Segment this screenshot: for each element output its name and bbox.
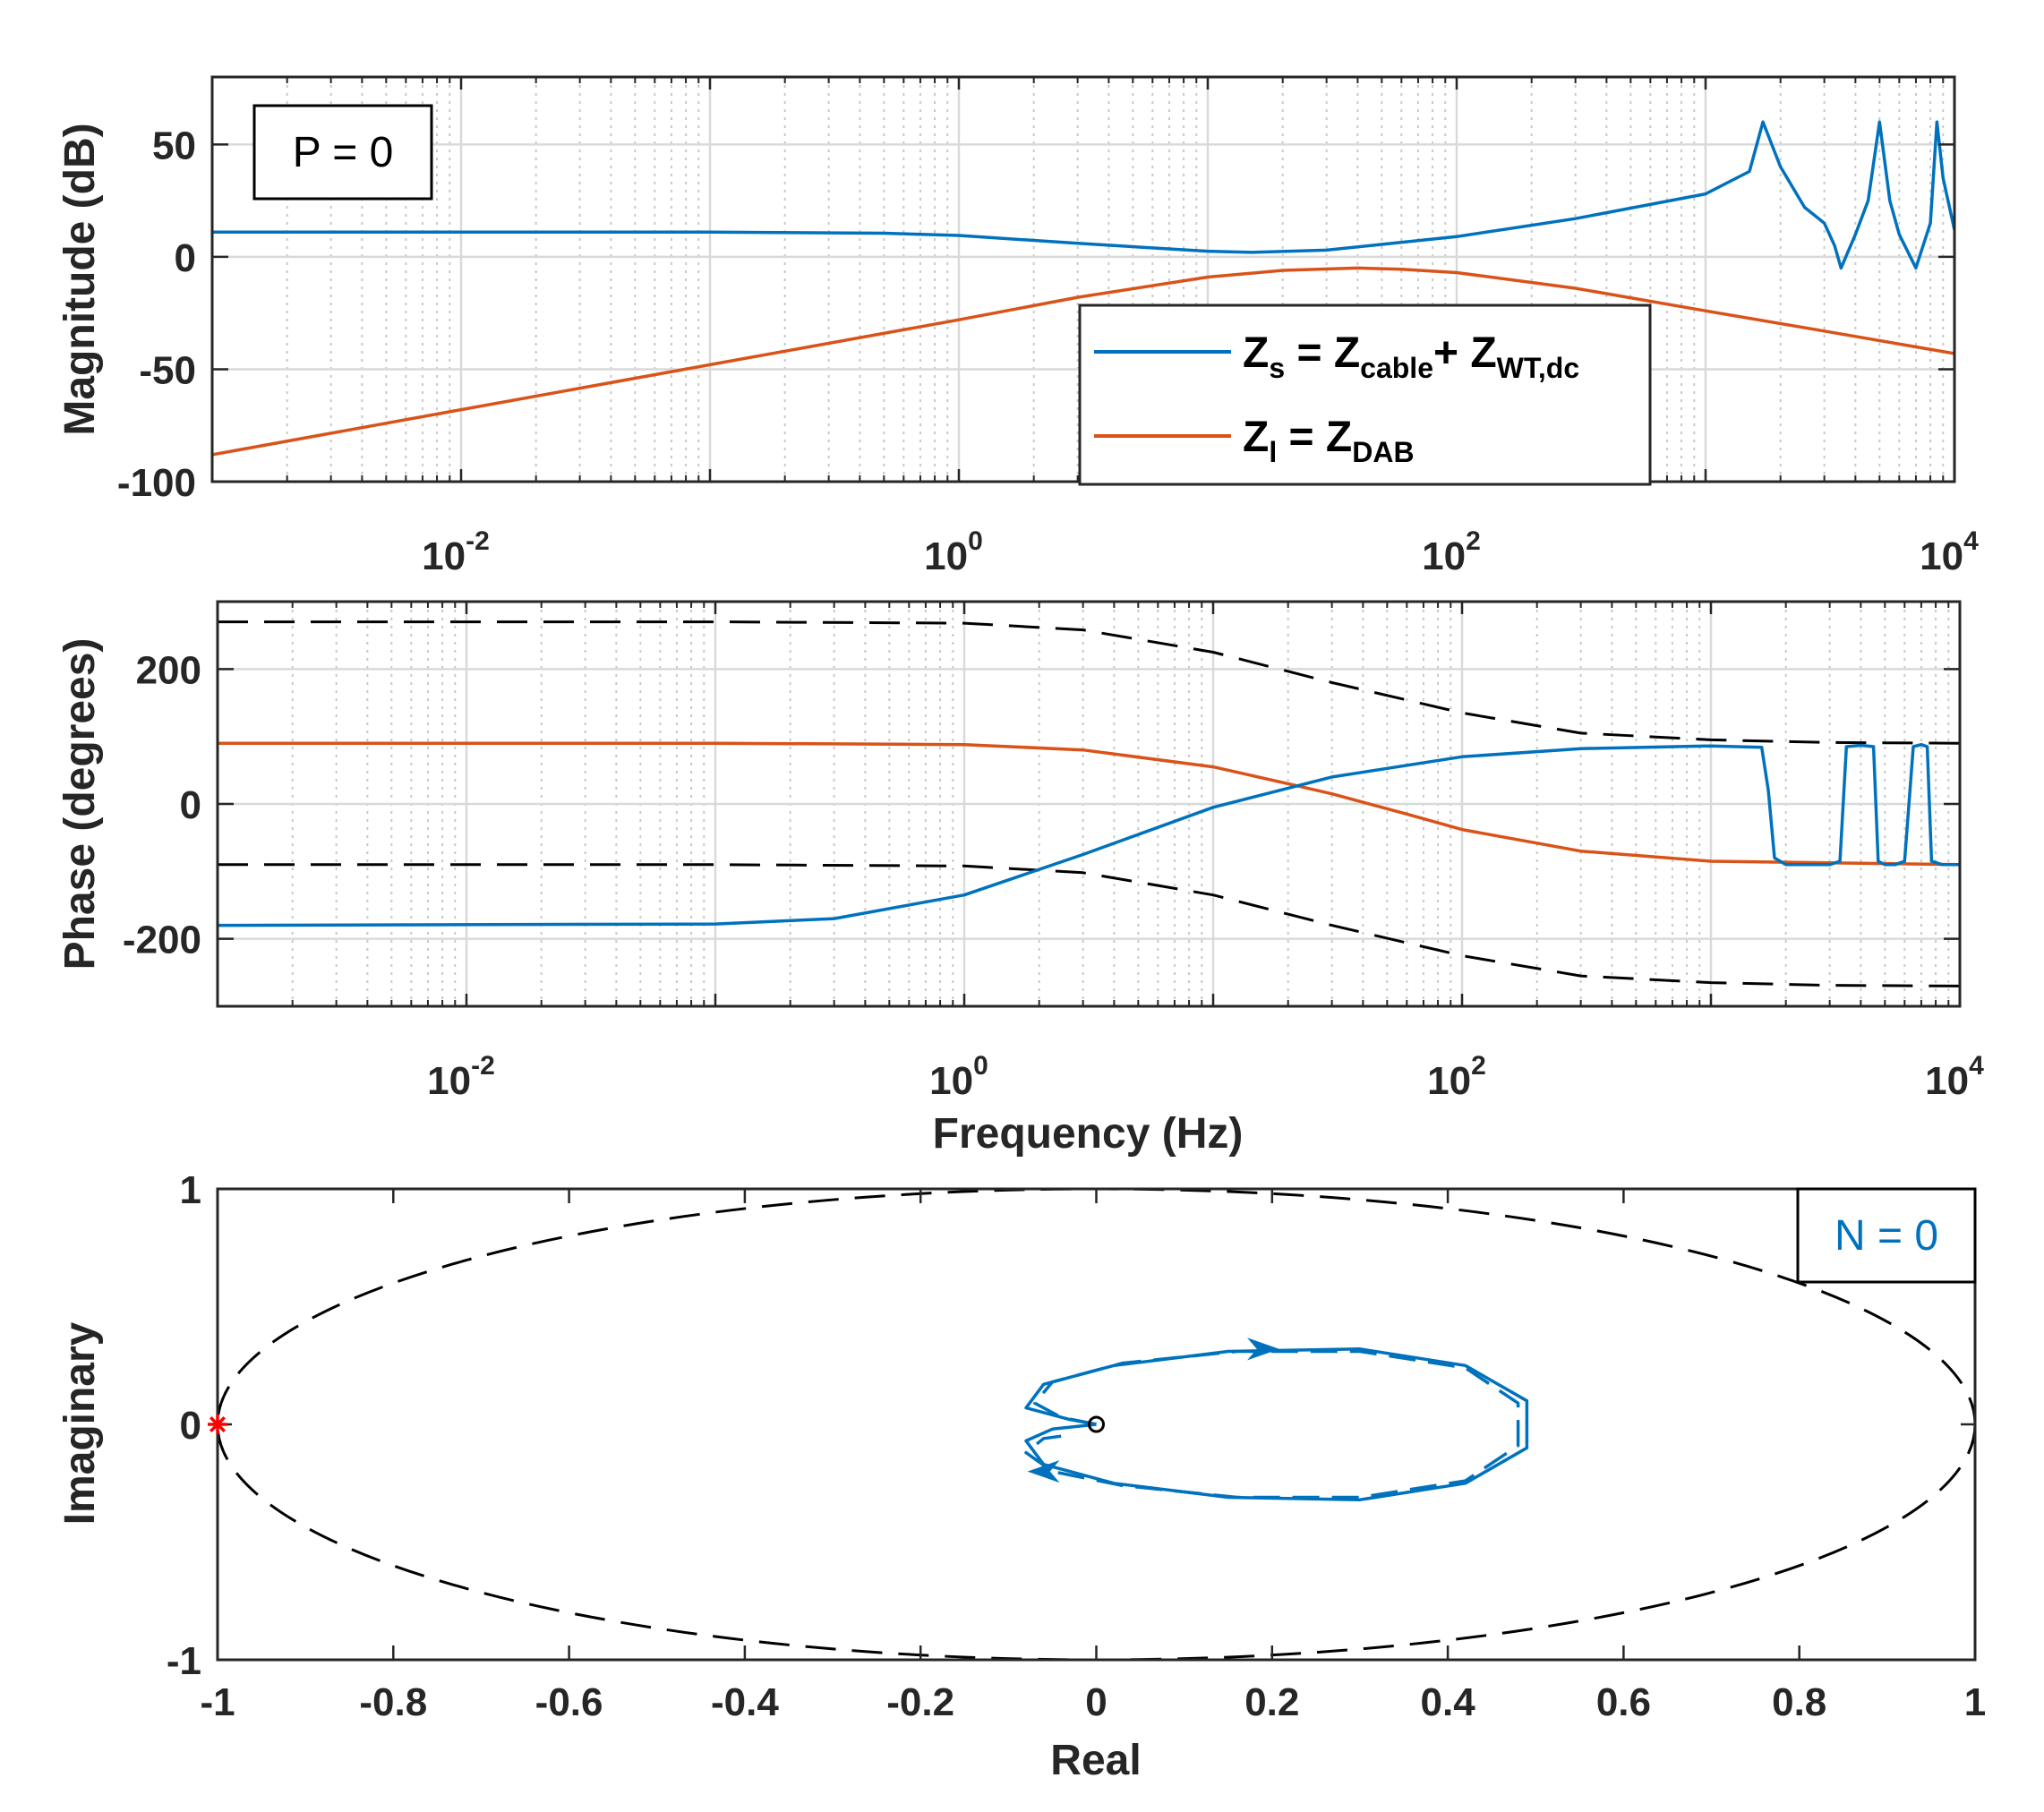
legend-zs-sub3: WT,dc xyxy=(1497,352,1579,384)
n-annotation: N = 0 xyxy=(1796,1187,1977,1284)
phase-xtick-base: 10 xyxy=(1427,1059,1471,1103)
legend-zs-tail: + Z xyxy=(1433,329,1497,377)
magnitude-ylabel: Magnitude (dB) xyxy=(56,123,104,435)
legend: Zs = Zcable+ ZWT,dc Zl = ZDAB xyxy=(1078,303,1652,486)
p-annotation-box xyxy=(252,104,433,201)
magnitude-xtick-exp: 2 xyxy=(1466,526,1481,556)
legend-entry-zl: Zl = ZDAB xyxy=(1243,414,1415,468)
phase-xtick-base: 10 xyxy=(427,1059,471,1103)
magnitude-ytick-label: -100 xyxy=(117,461,196,505)
phase-series-lower-bound-line xyxy=(218,863,1960,987)
phase-series xyxy=(218,620,1960,987)
legend-zl-sub2: DAB xyxy=(1352,436,1414,468)
magnitude-ytick-label: 0 xyxy=(175,236,196,280)
magnitude-xtick-base: 10 xyxy=(924,534,968,578)
phase-ylabel: Phase (degrees) xyxy=(56,638,104,970)
n-annotation-box xyxy=(1796,1187,1977,1284)
frequency-xlabel: Frequency (Hz) xyxy=(933,1110,1244,1158)
critical-point-stroke xyxy=(209,1415,227,1433)
magnitude-xtick-base: 10 xyxy=(1920,534,1963,578)
nyquist-series xyxy=(218,1189,1975,1660)
magnitude-xtick-exp: 4 xyxy=(1963,526,1979,556)
phase-xtick-label: 100 xyxy=(929,1051,988,1103)
nyquist-ytick-label: 1 xyxy=(180,1168,201,1212)
phase-xtick-label: 104 xyxy=(1925,1051,1984,1103)
phase-xtick-exp: 2 xyxy=(1471,1051,1486,1081)
legend-zl-sub: l xyxy=(1269,436,1277,468)
phase-ytick-label: -200 xyxy=(123,919,201,962)
nyquist-xtick-label: 0.4 xyxy=(1421,1680,1476,1724)
nyquist-xtick-label: -0.2 xyxy=(886,1680,954,1724)
nyquist-xtick-label: 0 xyxy=(1085,1680,1107,1724)
phase-xtick-label: 10-2 xyxy=(427,1051,495,1103)
nyquist-arrow-lower xyxy=(1027,1460,1060,1483)
legend-zs-sub: s xyxy=(1269,352,1285,384)
nyquist-ytick-label: -1 xyxy=(167,1639,201,1683)
real-xlabel: Real xyxy=(1050,1737,1141,1784)
phase-xtick-base: 10 xyxy=(929,1059,973,1103)
magnitude-xtick-exp: 0 xyxy=(968,526,983,556)
nyquist-xtick-label: 0.8 xyxy=(1772,1680,1826,1724)
n-annotation-text: N = 0 xyxy=(1834,1212,1938,1260)
magnitude-series-zs-line xyxy=(212,120,1954,270)
legend-zl-mid: = Z xyxy=(1277,414,1352,461)
magnitude-xtick-label: 10-2 xyxy=(422,526,490,578)
legend-zs-mid: = Z xyxy=(1285,329,1360,377)
legend-zs-sub2: cable xyxy=(1360,352,1433,384)
nyquist-negative-freq-curve xyxy=(1024,1349,1520,1500)
p-annotation-text: P = 0 xyxy=(293,129,394,176)
nyquist-origin-marker xyxy=(1088,1415,1105,1433)
phase-xtick-exp: -2 xyxy=(471,1051,495,1081)
nyquist-xtick-label: 0.6 xyxy=(1596,1680,1651,1724)
imaginary-ylabel: Imaginary xyxy=(56,1321,104,1525)
magnitude-xtick-base: 10 xyxy=(1422,534,1466,578)
phase-series-zs-line xyxy=(218,742,1960,927)
magnitude-ytick-label: -50 xyxy=(139,348,196,392)
phase-ytick-label: 0 xyxy=(180,783,201,827)
nyquist-xtick-label: 1 xyxy=(1964,1680,1986,1724)
phase-ytick-label: 200 xyxy=(136,648,201,692)
legend-zs-main: Z xyxy=(1243,329,1269,377)
nyquist-xtick-label: -0.6 xyxy=(535,1680,603,1724)
nyquist-ticks: -1 -0.8 -0.6 -0.4 -0.2 0 0.2 0.4 0.6 0.8 1 1 0 -1 xyxy=(167,1168,1986,1724)
legend-box xyxy=(1078,303,1652,486)
phase-xtick-exp: 4 xyxy=(1969,1051,1984,1081)
magnitude-xtick-label: 102 xyxy=(1422,526,1481,578)
phase-series-upper-bound-line xyxy=(218,620,1960,745)
nyquist-positive-freq-curve xyxy=(1024,1347,1529,1501)
magnitude-xtick-base: 10 xyxy=(422,534,466,578)
legend-entry-zs: Zs = Zcable+ ZWT,dc xyxy=(1243,329,1579,384)
nyquist-ytick-label: 0 xyxy=(180,1404,201,1448)
magnitude-xtick-label: 100 xyxy=(924,526,983,578)
magnitude-xtick-exp: -2 xyxy=(466,526,490,556)
critical-point-marker xyxy=(208,1415,227,1434)
nyquist-arrow-upper xyxy=(1246,1338,1279,1361)
nyquist-xtick-label: -1 xyxy=(200,1680,235,1724)
magnitude-series xyxy=(212,120,1954,457)
magnitude-series-zl-line xyxy=(212,266,1954,457)
magnitude-xtick-label: 104 xyxy=(1920,526,1979,578)
phase-xtick-label: 102 xyxy=(1427,1051,1486,1103)
phase-xtick-exp: 0 xyxy=(973,1051,988,1081)
p-annotation: P = 0 xyxy=(252,104,433,201)
phase-series-zl-line xyxy=(218,741,1960,867)
nyquist-xtick-label: -0.8 xyxy=(359,1680,427,1724)
nyquist-xtick-label: -0.4 xyxy=(711,1680,779,1724)
nyquist-panel: -1 -0.8 -0.6 -0.4 -0.2 0 0.2 0.4 0.6 0.8 1 1 0 -1 Ima… xyxy=(56,1168,1986,1784)
phase-xtick-base: 10 xyxy=(1925,1059,1969,1103)
legend-zl-main: Z xyxy=(1243,414,1269,461)
magnitude-ytick-label: 50 xyxy=(152,124,196,167)
nyquist-xtick-label: 0.2 xyxy=(1244,1680,1299,1724)
magnitude-grid xyxy=(210,77,1956,483)
